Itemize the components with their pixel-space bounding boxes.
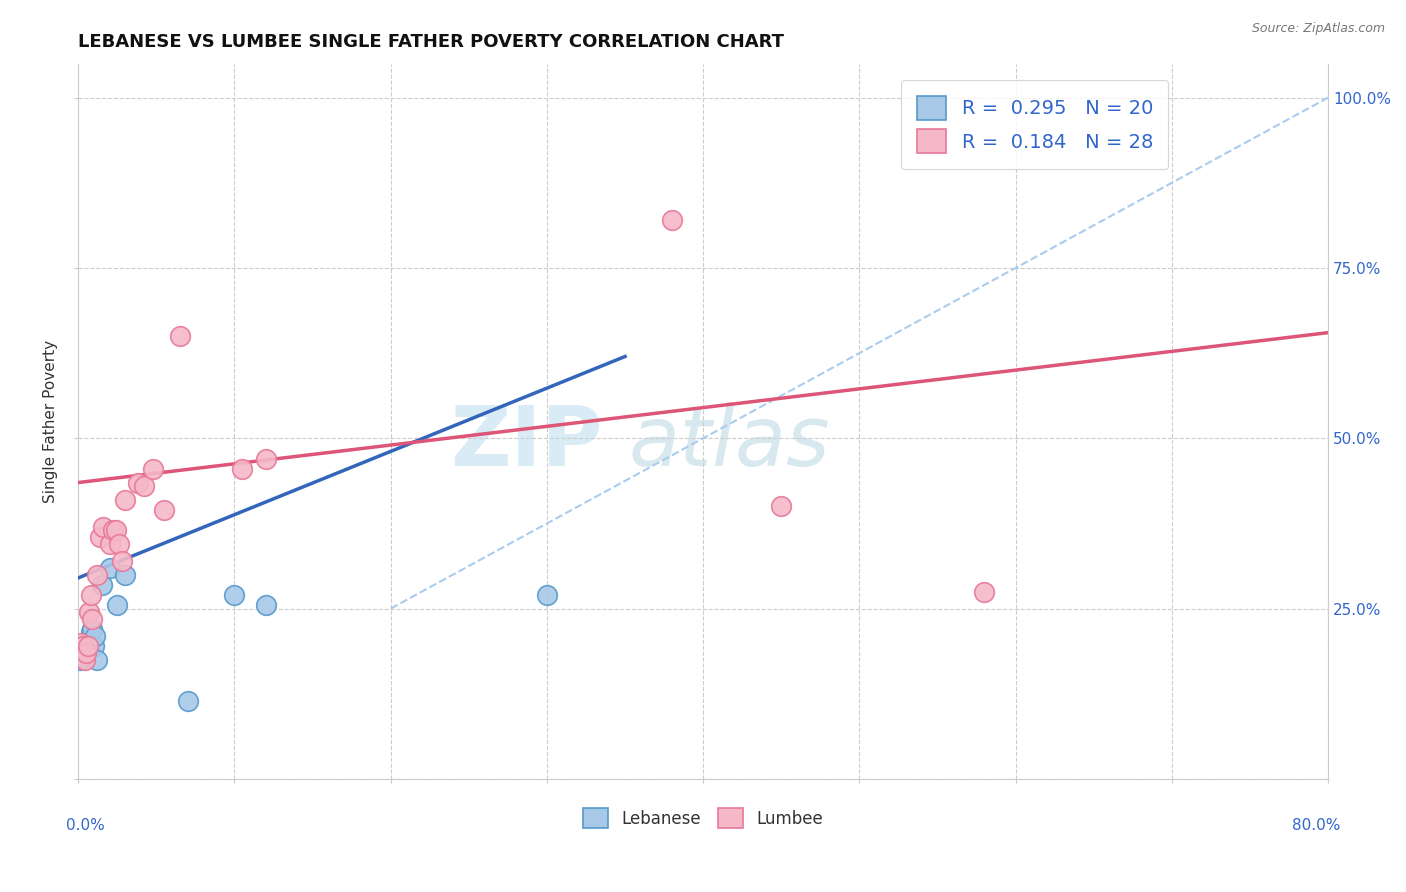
Point [70, 646, 93, 660]
Point [153, 503, 176, 517]
Point [132, 479, 155, 493]
Point [80, 588, 103, 602]
Point [76, 639, 98, 653]
Point [70, 635, 93, 649]
Point [72, 649, 94, 664]
Point [104, 523, 127, 537]
Text: LEBANESE VS LUMBEE SINGLE FATHER POVERTY CORRELATION CHART: LEBANESE VS LUMBEE SINGLE FATHER POVERTY… [79, 33, 785, 51]
Point [111, 554, 134, 568]
Y-axis label: Single Father Poverty: Single Father Poverty [44, 340, 58, 503]
Point [76, 635, 98, 649]
Point [224, 588, 246, 602]
Point [83, 639, 105, 653]
Point [661, 213, 683, 227]
Point [91, 520, 114, 534]
Point [77, 605, 100, 619]
Point [108, 537, 131, 551]
Point [101, 523, 124, 537]
Point [114, 492, 136, 507]
Text: ZIP: ZIP [451, 402, 603, 483]
Point [90, 578, 112, 592]
Point [770, 500, 793, 514]
Point [169, 329, 191, 343]
Point [142, 462, 165, 476]
Point [98, 560, 121, 574]
Point [254, 451, 277, 466]
Point [84, 629, 107, 643]
Point [254, 598, 277, 612]
Point [69, 653, 91, 667]
Point [231, 462, 253, 476]
Point [80, 625, 103, 640]
Point [77, 639, 100, 653]
Point [82, 622, 104, 636]
Text: atlas: atlas [628, 402, 830, 483]
Point [75, 639, 97, 653]
Point [98, 537, 121, 551]
Text: 80.0%: 80.0% [1292, 818, 1341, 833]
Point [69, 639, 91, 653]
Text: Source: ZipAtlas.com: Source: ZipAtlas.com [1251, 22, 1385, 36]
Text: 0.0%: 0.0% [66, 818, 104, 833]
Point [86, 567, 108, 582]
Point [973, 584, 995, 599]
Point [127, 475, 149, 490]
Point [75, 646, 97, 660]
Point [73, 653, 96, 667]
Point [536, 588, 558, 602]
Point [73, 642, 96, 657]
Point [176, 693, 198, 707]
Point [105, 598, 128, 612]
Legend: Lebanese, Lumbee: Lebanese, Lumbee [576, 801, 830, 835]
Point [89, 530, 111, 544]
Point [114, 567, 136, 582]
Point [82, 612, 104, 626]
Point [86, 653, 108, 667]
Point [72, 639, 94, 653]
